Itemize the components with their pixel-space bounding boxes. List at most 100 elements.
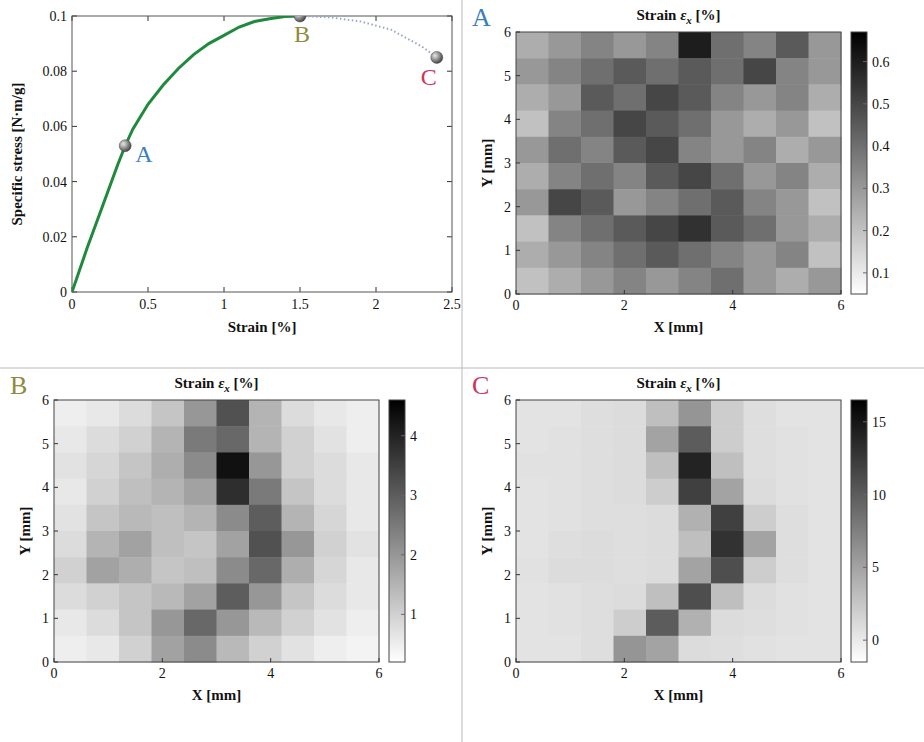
y-tick-label: 3	[42, 524, 49, 539]
cell	[581, 479, 614, 506]
cell	[347, 505, 380, 532]
cell	[711, 557, 744, 584]
cell	[646, 505, 679, 532]
x-axis-title: X [mm]	[654, 687, 704, 703]
cell	[581, 189, 614, 216]
cell	[516, 452, 549, 479]
y-tick-label: 3	[504, 156, 511, 171]
cell	[87, 610, 120, 637]
plot-frame	[72, 16, 452, 292]
cell	[581, 58, 614, 85]
cell	[809, 452, 842, 479]
y-tick-label: 0.08	[43, 64, 68, 79]
colorbar-tick-label: 4	[410, 429, 417, 444]
cell	[516, 479, 549, 506]
x-tick	[841, 290, 842, 294]
cell	[744, 58, 777, 85]
cell	[679, 163, 712, 190]
x-tick	[270, 658, 271, 662]
cell	[646, 189, 679, 216]
cell	[314, 426, 347, 453]
cell	[711, 426, 744, 453]
cell	[581, 426, 614, 453]
x-tick	[732, 658, 733, 662]
cell	[776, 426, 809, 453]
cell	[711, 505, 744, 532]
cell	[809, 189, 842, 216]
colorbar-tick	[863, 146, 867, 147]
colorbar	[389, 400, 405, 662]
cell	[119, 479, 152, 506]
colorbar-tick-label: 2	[410, 548, 417, 563]
x-tick	[376, 16, 377, 21]
colorbar-tick-label: 5	[872, 560, 879, 575]
cell	[581, 111, 614, 138]
cell	[184, 426, 217, 453]
cell	[347, 531, 380, 558]
y-tick-label: 4	[42, 480, 49, 495]
y-tick	[516, 206, 520, 207]
cell	[809, 531, 842, 558]
y-tick	[54, 531, 58, 532]
x-tick-label: 2	[621, 298, 628, 313]
cell	[679, 426, 712, 453]
plot-frame	[516, 32, 841, 294]
y-tick	[54, 574, 58, 575]
cell	[581, 505, 614, 532]
cell	[776, 242, 809, 269]
x-tick	[516, 290, 517, 294]
cell	[809, 479, 842, 506]
cell	[581, 610, 614, 637]
cell	[581, 242, 614, 269]
cell	[614, 583, 647, 610]
cell	[614, 163, 647, 190]
y-tick-label: 2	[504, 568, 511, 583]
title-label: Strain	[636, 375, 680, 391]
plot-frame	[54, 400, 379, 662]
cell	[314, 557, 347, 584]
cell	[87, 583, 120, 610]
cell	[249, 505, 282, 532]
cell	[516, 58, 549, 85]
cell	[217, 557, 250, 584]
point-label: C	[421, 64, 437, 90]
cell	[549, 557, 582, 584]
cell	[711, 531, 744, 558]
cell	[54, 583, 87, 610]
cell	[776, 215, 809, 242]
cell	[516, 32, 549, 59]
cell	[614, 58, 647, 85]
panel-title: Strain εx [%]	[174, 375, 258, 394]
cell	[549, 189, 582, 216]
cell	[152, 505, 185, 532]
x-tick-label: 6	[838, 298, 845, 313]
cell	[679, 583, 712, 610]
cell	[516, 189, 549, 216]
cell	[347, 557, 380, 584]
curve	[72, 16, 300, 292]
cell	[217, 426, 250, 453]
cell	[581, 636, 614, 663]
cell	[711, 137, 744, 164]
x-tick	[624, 658, 625, 662]
cell	[744, 137, 777, 164]
cell	[614, 111, 647, 138]
cell	[549, 215, 582, 242]
x-tick-label: 1	[221, 297, 228, 312]
cell	[744, 111, 777, 138]
cell	[581, 268, 614, 295]
cell	[516, 268, 549, 295]
title-label: Strain	[636, 7, 680, 23]
colorbar-tick	[401, 495, 405, 496]
cell	[809, 58, 842, 85]
y-tick	[54, 400, 58, 401]
cell	[744, 189, 777, 216]
cell	[87, 505, 120, 532]
cell	[809, 215, 842, 242]
cell	[711, 189, 744, 216]
cell	[54, 400, 87, 427]
y-tick-label: 6	[42, 393, 49, 408]
cell	[217, 400, 250, 427]
cell	[646, 58, 679, 85]
cell	[217, 479, 250, 506]
